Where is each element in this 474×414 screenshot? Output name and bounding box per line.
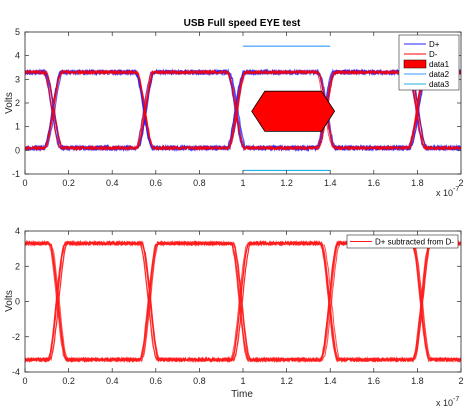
x-tick-labels: 0 0.2 0.4 0.6 0.8 1 1.2 1.4 1.6 1.8 2 [22,376,463,386]
legend-bottom: D+ subtracted from D- [346,234,459,249]
overlay-marks [243,45,336,172]
y-tick-labels: -1 0 1 2 3 4 5 [12,27,20,179]
chart-title: USB Full speed EYE test [184,18,301,29]
x-tick-labels: 0 0.2 0.4 0.6 0.8 1 1.2 1.4 1.6 1.8 2 [22,178,463,188]
d-minus-trace [25,69,461,151]
x-exponent-label: x 10-7 [436,186,459,198]
x-tick-label: 1.4 [324,178,337,188]
legend-label-data1: data1 [429,60,450,69]
x-tick-label: 0.2 [62,178,75,188]
x-tick-label: 0.6 [150,178,163,188]
legend-label-d-minus: D- [429,50,438,59]
series-difference [25,239,461,364]
y-tick-label: 1 [15,122,20,132]
x-tick-label: 0.4 [106,178,119,188]
legend-box [346,234,459,249]
y-tick-label: 5 [15,27,20,37]
x-tick-label: 1.2 [280,178,293,188]
legend-item-d-minus: D- [404,50,438,59]
x-tick-label: 1.2 [280,376,293,386]
legend-item-data3: data3 [404,80,450,89]
x-tick-label: 0 [22,376,27,386]
eye-chart-top: USB Full speed EYE test 0 0.2 0.4 0.6 0.8 1 1.… [4,18,464,198]
eye-chart-bottom: 0 0.2 0.4 0.6 0.8 1 1.2 1.4 1.6 1.8 2 -4 -2 0 2 4 Volt… [4,226,464,408]
d-minus-trace [25,68,461,151]
y-tick-label: -4 [12,367,20,377]
x-tick-label: 1.8 [411,178,424,188]
y-tick-label: -1 [12,169,20,179]
y-tick-label: 2 [15,98,20,108]
plot-area [25,32,461,174]
x-tick-label: 2 [458,178,463,188]
y-tick-label: 4 [15,226,20,236]
legend-item-data2: data2 [404,70,450,79]
y-tick-label: 4 [15,51,20,61]
data1-mask-polygon [251,90,336,132]
y-axis-label: Volts [4,290,15,312]
legend-label-data3: data3 [429,80,450,89]
x-tick-label: 2 [458,376,463,386]
legend-label-difference: D+ subtracted from D- [375,238,454,247]
difference-trace [25,239,461,363]
x-exponent-label: x 10-7 [436,396,459,408]
x-tick-label: 0.6 [150,376,163,386]
legend-label-d-plus: D+ [429,40,440,49]
x-tick-label: 1 [240,178,245,188]
x-tick-label: 0.8 [193,376,206,386]
x-tick-label: 1.6 [368,178,381,188]
y-tick-label: 0 [15,297,20,307]
x-tick-label: 0.4 [106,376,119,386]
x-tick-label: 1 [240,376,245,386]
x-tick-label: 1.8 [411,376,424,386]
x-tick-label: 1.4 [324,376,337,386]
y-tick-label: -2 [12,332,20,342]
y-axis-label: Volts [4,92,15,114]
legend-item-d-plus: D+ [404,40,440,49]
x-tick-label: 1.6 [368,376,381,386]
y-tick-label: 3 [15,74,20,84]
legend-swatch-data1 [403,59,427,69]
tick-marks [24,230,462,373]
x-tick-label: 0 [22,178,27,188]
legend-item-difference: D+ subtracted from D- [350,238,454,247]
y-tick-label: 2 [15,261,20,271]
legend-top: D+ D- data1 data2 data3 [398,34,460,91]
y-tick-labels: -4 -2 0 2 4 [12,226,20,377]
legend-label-data2: data2 [429,70,450,79]
y-tick-label: 0 [15,145,20,155]
legend-item-data1: data1 [403,59,450,69]
series-d-minus [25,68,461,152]
x-axis-label: Time [231,389,253,400]
x-tick-label: 0.8 [193,178,206,188]
x-tick-label: 0.2 [62,376,75,386]
